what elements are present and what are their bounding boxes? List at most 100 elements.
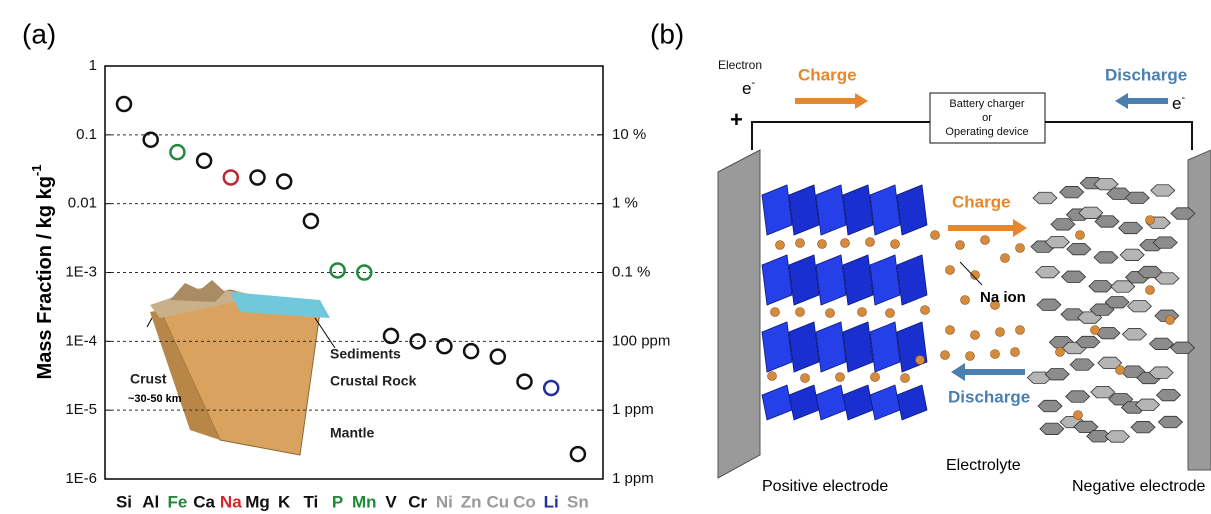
graphene <box>1156 389 1180 400</box>
ion <box>801 374 810 383</box>
ion <box>1001 254 1010 263</box>
ion <box>796 239 805 248</box>
na-ion-label: Na ion <box>980 289 1026 306</box>
cathode-block <box>897 255 927 305</box>
e: e <box>1172 94 1181 113</box>
discharge-arrow <box>951 363 1025 381</box>
cathode-block <box>897 185 927 235</box>
electrode-label: Negative electrode <box>1072 478 1206 495</box>
cathode-block <box>870 255 900 305</box>
ion <box>1074 411 1083 420</box>
data-point <box>544 381 558 395</box>
y-tick-label: 1E-5 <box>65 401 97 418</box>
ion <box>886 309 895 318</box>
x-tick-label: Co <box>513 492 536 511</box>
ion <box>1116 366 1125 375</box>
cathode-block <box>843 255 873 305</box>
y2-tick-label: 1 ppm <box>612 470 654 487</box>
ion <box>871 373 880 382</box>
ion <box>1146 286 1155 295</box>
inset-mountains <box>170 280 225 302</box>
data-point <box>571 447 585 461</box>
charger-text: or <box>982 112 992 124</box>
x-tick-label: Ni <box>436 492 453 511</box>
cathode-block <box>870 322 900 372</box>
graphene <box>1105 431 1129 442</box>
charge-label: Charge <box>952 192 1011 211</box>
ion <box>946 326 955 335</box>
x-tick-label: Ti <box>303 492 318 511</box>
ion <box>771 308 780 317</box>
x-tick-label: Mn <box>352 492 377 511</box>
ion <box>1016 244 1025 253</box>
graphene <box>1122 329 1146 340</box>
graphene <box>1040 423 1064 434</box>
ion <box>1056 348 1065 357</box>
cathode-block <box>897 322 927 372</box>
electron-symbol: e- <box>1172 92 1185 114</box>
cathode-block <box>897 385 927 420</box>
y2-tick-label: 1 ppm <box>612 401 654 418</box>
cathode-block <box>762 385 792 420</box>
graphene <box>1149 338 1173 349</box>
discharge-label: Discharge <box>1105 65 1187 84</box>
inset-pointer <box>147 318 152 327</box>
earth-inset <box>147 280 335 455</box>
cathode-block <box>816 185 846 235</box>
x-tick-label: Fe <box>167 492 187 511</box>
cathode-block <box>762 322 792 372</box>
x-tick-label: K <box>278 492 291 511</box>
ion <box>768 372 777 381</box>
figure: (a) (b) Mass Fraction / kg kg-1 Sediment… <box>0 0 1211 514</box>
charge-arrow <box>795 93 868 109</box>
graphene <box>1038 400 1062 411</box>
ion <box>966 352 975 361</box>
x-tick-label: Cu <box>486 492 509 511</box>
cathode-block <box>870 385 900 420</box>
x-tick-label: P <box>332 492 343 511</box>
graphene <box>1062 271 1086 282</box>
cathode-layers <box>762 185 927 420</box>
data-point <box>304 214 318 228</box>
annotation: Crustal Rock <box>330 373 417 389</box>
graphene <box>1091 386 1115 397</box>
cathode-block <box>789 255 819 305</box>
y-axis-label: Mass Fraction / kg kg-1 <box>29 165 56 380</box>
graphene <box>1119 222 1143 233</box>
ion <box>971 331 980 340</box>
data-point <box>518 375 532 389</box>
graphene <box>1151 185 1175 196</box>
graphene <box>1067 243 1091 254</box>
y2-tick-label: 0.1 % <box>612 263 650 280</box>
y2-tick-label: 1 % <box>612 195 638 212</box>
graphene <box>1066 391 1090 402</box>
x-tick-label: Cr <box>408 492 427 511</box>
cathode-block <box>870 185 900 235</box>
x-tick-label: V <box>385 492 397 511</box>
ion <box>796 308 805 317</box>
annotation: Crust <box>130 371 167 387</box>
graphene <box>1060 186 1084 197</box>
e-sup: - <box>1181 92 1185 104</box>
y-tick-label: 0.01 <box>68 195 97 212</box>
ion <box>776 241 785 250</box>
electrolyte-label: Electrolyte <box>946 457 1021 474</box>
graphene <box>1120 249 1144 260</box>
ion <box>841 239 850 248</box>
y-tick-label: 1E-4 <box>65 332 97 349</box>
y-tick-label: 1 <box>89 57 97 74</box>
charge-label: Charge <box>798 65 857 84</box>
e: e <box>742 79 751 98</box>
plus-sign: + <box>730 107 743 132</box>
ion <box>1016 326 1025 335</box>
ion <box>1166 316 1175 325</box>
data-point <box>117 97 131 111</box>
cathode-block <box>843 385 873 420</box>
discharge-label: Discharge <box>948 387 1030 406</box>
cathode-block <box>816 385 846 420</box>
ion <box>818 240 827 249</box>
data-point <box>331 263 345 277</box>
ion <box>996 328 1005 337</box>
ion <box>921 306 930 315</box>
cathode-block <box>843 322 873 372</box>
